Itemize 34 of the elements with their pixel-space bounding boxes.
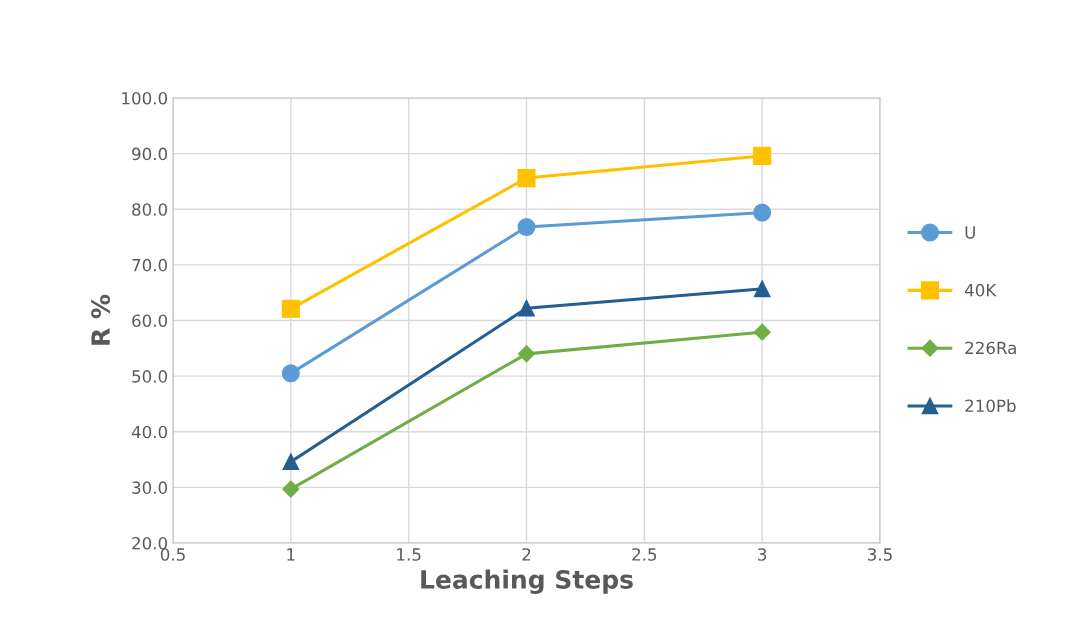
y-tick-label: 60.0 — [132, 314, 168, 328]
legend-label: U — [965, 226, 975, 239]
point — [517, 345, 536, 363]
point — [753, 323, 771, 341]
point — [281, 299, 300, 318]
y-tick-label: 50.0 — [132, 370, 168, 383]
x-tick-label: 2 — [522, 548, 531, 561]
x-axis-title: Leaching Steps — [421, 569, 633, 594]
point — [753, 280, 771, 298]
y-axis-title: R % — [91, 294, 111, 345]
y-tick-label: 90.0 — [132, 147, 168, 161]
y-tick-label: 80.0 — [132, 203, 168, 216]
point — [517, 218, 536, 237]
legend-label: 40K — [964, 283, 997, 297]
x-tick-label: 3 — [758, 548, 767, 561]
y-tick-label: 30.0 — [132, 481, 168, 494]
legend-label: 210Pb — [965, 399, 1016, 413]
point — [281, 364, 300, 383]
y-tick-label: 20.0 — [132, 536, 168, 550]
point — [518, 299, 535, 317]
point — [282, 480, 300, 498]
y-tick-label: 100.0 — [122, 91, 168, 105]
y-tick-label: 40.0 — [131, 425, 168, 439]
point — [753, 146, 772, 165]
point — [282, 453, 300, 471]
x-tick-label: 2.5 — [632, 548, 657, 561]
x-tick-label: 1.5 — [397, 548, 421, 561]
x-tick-label: 0.5 — [160, 548, 185, 561]
y-tick-label: 70.0 — [132, 258, 168, 272]
legend-label: 226Ra — [965, 341, 1016, 355]
x-tick-label: 1 — [287, 548, 295, 561]
x-tick-label: 3.5 — [868, 548, 892, 561]
point — [753, 203, 772, 222]
point — [517, 169, 536, 188]
